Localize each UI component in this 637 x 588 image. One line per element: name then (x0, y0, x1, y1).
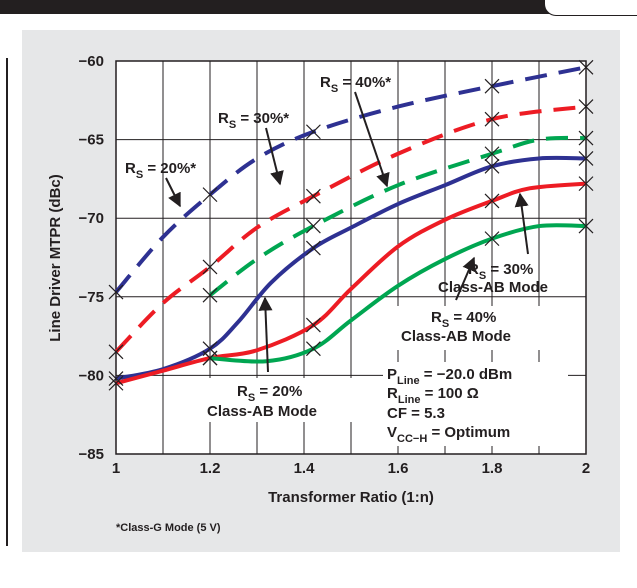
arrow-rs30-classab (514, 192, 529, 255)
label-rs30-classab-mode: Class-AB Mode (438, 279, 548, 296)
y-tick-label: −70 (79, 210, 104, 227)
y-tick-labels: −60 −65 −70 −75 −80 −85 (79, 53, 104, 463)
data-markers (108, 59, 594, 391)
data-marker (484, 158, 500, 174)
y-tick-label: −75 (79, 289, 104, 306)
condition-cf: CF = 5.3 (387, 405, 445, 422)
label-rs20-classab: RS = 20% (237, 383, 302, 404)
label-bg-rs20-classab (203, 378, 353, 422)
x-axis-title: Transformer Ratio (1:n) (268, 489, 434, 506)
label-rs40-classg: RS = 40%* (320, 74, 391, 95)
data-marker (578, 59, 594, 75)
x-tick-label: 1.6 (388, 460, 409, 477)
data-marker (202, 187, 218, 203)
data-marker (484, 193, 500, 209)
x-tick-label: 1.4 (294, 460, 316, 477)
left-margin-rule (6, 58, 8, 546)
series-line-dashed-1 (114, 104, 587, 354)
annotation-arrows (165, 91, 529, 373)
data-marker (305, 188, 321, 204)
data-marker (578, 176, 594, 192)
data-marker (578, 130, 594, 146)
data-marker (108, 371, 124, 386)
series-line-solid-3 (115, 155, 587, 381)
y-tick-label: −60 (79, 53, 104, 70)
data-marker (578, 99, 594, 115)
condition-rline: RLine = 100 Ω (387, 385, 479, 406)
top-banner-tab (544, 0, 637, 16)
arrow-rs40-classg (354, 91, 390, 188)
y-axis-title: Line Driver MTPR (dBc) (47, 174, 64, 342)
data-marker (484, 231, 500, 247)
y-tick-label: −85 (79, 446, 104, 463)
data-marker (578, 151, 594, 166)
label-bg-rs40-classab (397, 306, 545, 350)
series-lines (114, 65, 587, 386)
label-rs40-classab-mode: Class-AB Mode (401, 328, 511, 345)
label-rs30-classg: RS = 30%* (218, 110, 289, 131)
data-marker (108, 375, 124, 391)
top-banner (0, 0, 637, 14)
y-tick-label: −65 (79, 132, 104, 149)
series-line-solid-4 (115, 181, 587, 386)
footnote: *Class-G Mode (5 V) (116, 522, 221, 534)
data-marker (484, 146, 500, 162)
label-rs20-classg: RS = 20%* (125, 160, 196, 181)
data-marker (202, 287, 218, 303)
data-marker (305, 218, 321, 234)
condition-vcc: VCC−H = Optimum (387, 424, 510, 445)
data-marker (578, 218, 594, 234)
arrow-rs20-classg (165, 177, 181, 208)
x-tick-labels: 1 1.2 1.4 1.6 1.8 2 (112, 460, 590, 477)
condition-pline: PLine = −20.0 dBm (387, 366, 512, 387)
data-marker (108, 344, 124, 360)
label-rs30-classab: RS = 30% (468, 261, 533, 282)
arrow-rs30-classg (265, 127, 284, 186)
data-marker (305, 317, 321, 333)
label-rs40-classab: RS = 40% (431, 309, 496, 330)
data-marker (202, 350, 218, 366)
x-tick-label: 1 (112, 460, 120, 477)
label-rs20-classab-mode: Class-AB Mode (207, 403, 317, 420)
series-line-dashed-2 (208, 135, 587, 297)
arrow-rs20-classab (258, 296, 273, 373)
data-marker (305, 124, 321, 140)
x-tick-label: 1.2 (200, 460, 221, 477)
data-marker (484, 78, 500, 94)
x-tick-label: 1.8 (482, 460, 503, 477)
data-marker (305, 240, 321, 256)
arrow-rs40-classab (455, 256, 476, 301)
data-marker (484, 111, 500, 127)
data-marker (108, 284, 124, 300)
data-marker (305, 341, 321, 357)
data-marker (202, 259, 218, 275)
x-tick-label: 2 (582, 460, 590, 477)
conditions-bg (383, 362, 568, 446)
y-tick-label: −80 (79, 367, 104, 384)
